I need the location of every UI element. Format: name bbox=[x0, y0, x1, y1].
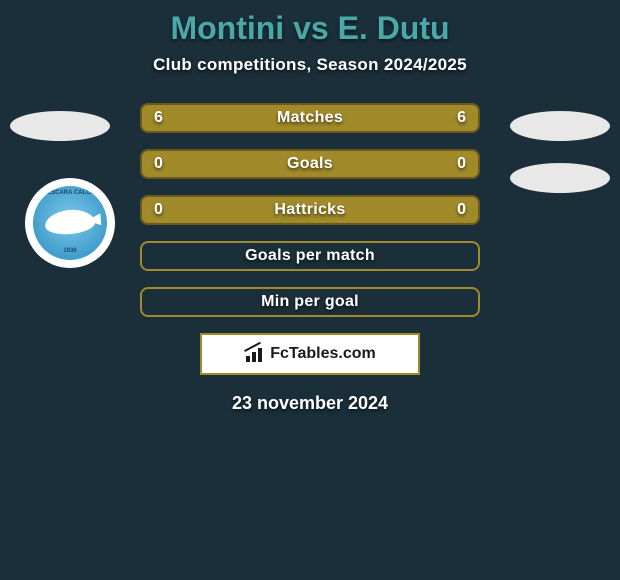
club-logo-top-text: PESCARA CALCIO bbox=[33, 190, 107, 196]
player2-name: E. Dutu bbox=[338, 10, 450, 46]
stat-row-matches: 6 Matches 6 bbox=[140, 103, 480, 133]
footer-brand-badge: FcTables.com bbox=[200, 333, 420, 375]
stat-left-value: 0 bbox=[154, 155, 163, 173]
stat-row-hattricks: 0 Hattricks 0 bbox=[140, 195, 480, 225]
player2-badge-placeholder-2 bbox=[510, 163, 610, 193]
dolphin-icon bbox=[44, 208, 96, 236]
stat-right-value: 0 bbox=[457, 155, 466, 173]
chart-icon bbox=[244, 346, 264, 362]
stat-label: Goals bbox=[287, 155, 333, 173]
stats-bars: 6 Matches 6 0 Goals 0 0 Hattricks 0 Goal… bbox=[140, 103, 480, 317]
stat-row-min-per-goal: Min per goal bbox=[140, 287, 480, 317]
stat-label: Matches bbox=[277, 109, 343, 127]
stat-right-value: 6 bbox=[457, 109, 466, 127]
stat-right-value: 0 bbox=[457, 201, 466, 219]
stat-label: Hattricks bbox=[274, 201, 345, 219]
stat-left-value: 0 bbox=[154, 201, 163, 219]
club-logo-bottom-text: 1936 bbox=[33, 248, 107, 254]
main-area: PESCARA CALCIO 1936 6 Matches 6 0 Goals … bbox=[0, 103, 620, 414]
player2-badge-placeholder-1 bbox=[510, 111, 610, 141]
subtitle: Club competitions, Season 2024/2025 bbox=[0, 55, 620, 75]
stat-label: Min per goal bbox=[261, 293, 359, 311]
comparison-title: Montini vs E. Dutu bbox=[0, 0, 620, 55]
player1-badge-placeholder bbox=[10, 111, 110, 141]
brand-text: FcTables.com bbox=[270, 345, 376, 363]
vs-label: vs bbox=[293, 10, 329, 46]
club-logo: PESCARA CALCIO 1936 bbox=[25, 178, 115, 268]
stat-label: Goals per match bbox=[245, 247, 375, 265]
stat-row-goals-per-match: Goals per match bbox=[140, 241, 480, 271]
date-label: 23 november 2024 bbox=[0, 393, 620, 414]
stat-left-value: 6 bbox=[154, 109, 163, 127]
player1-name: Montini bbox=[170, 10, 284, 46]
club-logo-inner: PESCARA CALCIO 1936 bbox=[33, 186, 107, 260]
stat-row-goals: 0 Goals 0 bbox=[140, 149, 480, 179]
